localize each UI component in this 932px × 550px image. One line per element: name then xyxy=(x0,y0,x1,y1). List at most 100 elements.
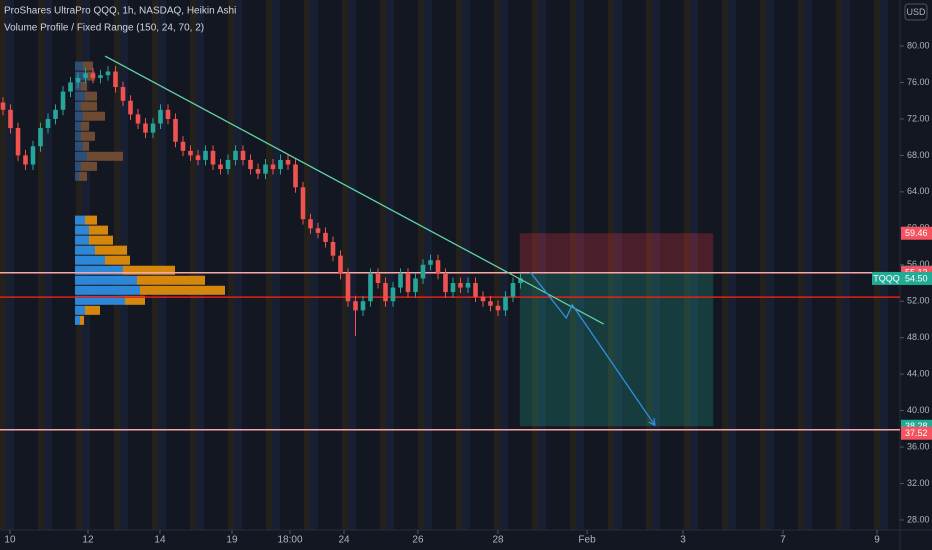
candle-body xyxy=(420,264,426,279)
candle-body xyxy=(360,301,366,311)
candle-body xyxy=(398,273,403,288)
volume-down xyxy=(83,141,89,151)
candle-body xyxy=(225,159,231,170)
y-tick-label: 72.00 xyxy=(907,113,930,123)
arrow-head xyxy=(648,418,656,427)
candle-body xyxy=(23,155,28,165)
price-label-bg xyxy=(901,226,932,240)
candle-body xyxy=(323,232,328,242)
y-tick-label: 36.00 xyxy=(907,441,930,451)
candle-body xyxy=(60,91,66,110)
candle-body xyxy=(435,260,441,274)
volume-down xyxy=(81,121,89,131)
volume-down xyxy=(85,91,97,101)
volume-down xyxy=(87,151,123,161)
x-tick-label: 14 xyxy=(154,535,166,546)
x-tick-label: Feb xyxy=(578,535,596,546)
volume-up xyxy=(75,255,105,265)
candle-body xyxy=(15,128,21,156)
price-label-bg xyxy=(901,426,932,440)
candle-body xyxy=(173,118,178,142)
candle-body xyxy=(338,255,343,274)
currency-box xyxy=(904,3,928,21)
candle-body xyxy=(98,75,103,78)
y-tick-label: 64.00 xyxy=(907,186,930,196)
candle-body xyxy=(135,114,141,124)
price-label: 38.28 xyxy=(905,421,928,431)
volume-down xyxy=(140,285,225,295)
volume-up xyxy=(75,141,83,151)
candle-body xyxy=(405,273,411,293)
candle-body xyxy=(158,109,163,124)
candle-body xyxy=(120,87,126,101)
candle-body xyxy=(308,219,313,229)
candle-body xyxy=(368,273,373,302)
price-label: 54.50 xyxy=(905,273,928,283)
x-tick-label: 24 xyxy=(338,535,350,546)
volume-up xyxy=(75,275,137,285)
volume-up xyxy=(75,131,81,141)
candle-body xyxy=(0,102,6,110)
volume-up xyxy=(75,265,123,275)
candle-body xyxy=(218,164,223,170)
candle-body xyxy=(180,141,186,151)
candle-body xyxy=(203,150,208,160)
candle-body xyxy=(263,164,268,174)
volume-up xyxy=(75,91,85,101)
candle-body xyxy=(495,305,501,311)
candle-body xyxy=(443,273,448,293)
volume-up xyxy=(75,111,83,121)
volume-down xyxy=(83,111,105,121)
candle-body xyxy=(330,241,336,256)
session-bands xyxy=(0,0,900,530)
target-zone xyxy=(519,272,714,427)
candle-body xyxy=(458,283,463,288)
volume-up xyxy=(75,215,85,225)
candle-body xyxy=(503,296,508,311)
candle-body xyxy=(450,283,456,293)
volume-up xyxy=(75,71,87,81)
volume-down xyxy=(79,171,87,181)
price-label-bg xyxy=(901,271,932,285)
volume-up xyxy=(75,295,125,305)
volume-down xyxy=(89,235,113,245)
x-tick-label: 28 xyxy=(492,535,504,546)
candle-body xyxy=(248,159,253,170)
y-tick-label: 68.00 xyxy=(907,150,930,160)
x-tick-label: 9 xyxy=(874,535,880,546)
candle-body xyxy=(233,150,238,160)
candle-body xyxy=(300,187,306,220)
volume-down xyxy=(125,295,145,305)
x-tick-label: 18:00 xyxy=(278,535,303,546)
candle-body xyxy=(293,164,298,188)
candle-body xyxy=(90,73,96,78)
currency: USD xyxy=(906,7,926,17)
candle-body xyxy=(473,283,478,297)
candle-body xyxy=(210,150,216,165)
y-tick-label: 40.00 xyxy=(907,405,930,415)
candle-body xyxy=(8,109,13,129)
candle-body xyxy=(150,123,156,133)
volume-down xyxy=(80,315,84,325)
candle-body xyxy=(143,123,148,133)
trend-line xyxy=(104,55,605,325)
candle-body xyxy=(383,283,388,302)
volume-up xyxy=(75,315,80,325)
candle-body xyxy=(353,301,358,311)
volume-up xyxy=(75,305,85,315)
volume-up xyxy=(75,61,83,71)
indicator-label: Volume Profile / Fixed Range (150, 24, 7… xyxy=(4,23,204,34)
y-tick-label: 32.00 xyxy=(907,478,930,488)
candle-body xyxy=(255,169,261,174)
candle-body xyxy=(278,159,283,170)
volume-up xyxy=(75,285,140,295)
candle-body xyxy=(345,273,351,302)
y-tick-label: 28.00 xyxy=(907,514,930,524)
candle-body xyxy=(390,287,396,302)
y-tick-label: 76.00 xyxy=(907,77,930,87)
volume-down xyxy=(105,255,130,265)
volume-down xyxy=(123,265,175,275)
candle-body xyxy=(188,150,193,156)
y-tick-label: 80.00 xyxy=(907,40,930,50)
